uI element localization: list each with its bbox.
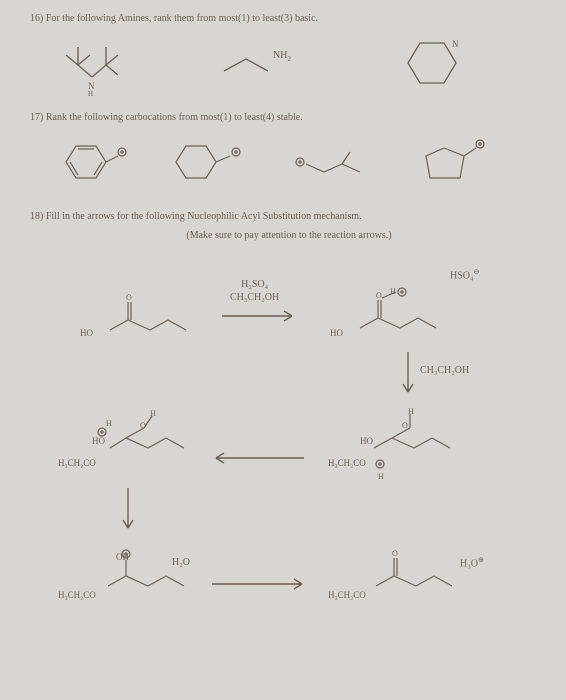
- svg-text:H: H: [390, 287, 396, 296]
- q18-mechanism: H₂SO₄ CH₃CH₂OH HSO₄⊖ O HO: [30, 250, 548, 670]
- q18-r3r-och2ch3: H₃CH₂CO: [328, 590, 366, 602]
- q18-r2r-ho: HO: [360, 436, 373, 448]
- svg-text:O: O: [376, 291, 382, 300]
- ch3ch2oh-side: CH₃CH₂OH: [420, 364, 469, 377]
- q18-arrow-down-1: [400, 350, 416, 400]
- q18-r1-right: H O: [330, 284, 460, 350]
- q17-prompt: 17) Rank the following carbocations from…: [30, 111, 548, 124]
- svg-text:O: O: [126, 293, 132, 302]
- q18-r3l-och2ch3: H₃CH₂CO: [58, 590, 96, 602]
- q18-arrow-down-2: [120, 486, 136, 536]
- q18-arrow-3: [210, 576, 310, 592]
- q18-r3l-oh: OH: [116, 552, 129, 564]
- svg-text:O: O: [392, 549, 398, 558]
- q18-arrow-1: [220, 308, 300, 324]
- q18-prompt: 18) Fill in the arrows for the following…: [30, 210, 548, 223]
- svg-text:H: H: [408, 407, 414, 416]
- svg-text:O: O: [140, 421, 146, 430]
- q18-r2l-och2ch3: H₃CH₂CO: [58, 458, 96, 470]
- q16-struct-3: N: [400, 35, 470, 95]
- hso4-label: HSO₄⊖: [450, 268, 479, 282]
- q17-struct-4: [420, 136, 490, 192]
- nh2-sub: 2: [287, 55, 291, 63]
- q18-h3o: H₃O⊕: [460, 556, 484, 570]
- worksheet-page: 16) For the following Amines, rank them …: [0, 0, 566, 700]
- q17-struct-3: [290, 140, 380, 190]
- q16-structures: N H NH2 N: [30, 31, 548, 111]
- q16-struct-2: [220, 45, 310, 85]
- q18-r1-left: O: [80, 290, 200, 350]
- q16-prompt: 16) For the following Amines, rank them …: [30, 12, 548, 25]
- q18-r1-ho: HO: [80, 328, 93, 340]
- h2so4-label: H₂SO₄: [230, 278, 279, 291]
- q17-structures: [30, 130, 548, 210]
- q17-struct-1: [60, 136, 130, 192]
- svg-text:H: H: [106, 419, 112, 428]
- q18-r2r-och2ch3b: H₃CH₂CO: [328, 458, 366, 470]
- h3o-text: H₃O: [460, 558, 478, 569]
- q18-arrow-2: [210, 450, 310, 466]
- q16-nh2-label: NH2: [273, 49, 291, 64]
- q18-h2o-1: H₂O: [172, 556, 190, 569]
- q17-struct-2: [170, 136, 250, 192]
- svg-text:O: O: [402, 421, 408, 430]
- q18-r3-right: O: [330, 546, 470, 616]
- q18-reagent1: H₂SO₄ CH₃CH₂OH: [230, 278, 279, 304]
- svg-text:H: H: [88, 90, 93, 98]
- hso4-text: HSO₄: [450, 270, 474, 281]
- q18-r2r-h: H: [378, 472, 384, 482]
- q18-r1r-ho: HO: [330, 328, 343, 340]
- svg-text:H: H: [150, 409, 156, 418]
- q16-struct-1: N H: [60, 37, 150, 97]
- q18-sub: (Make sure to pay attention to the react…: [30, 229, 548, 242]
- ch3ch2oh-label: CH₃CH₂OH: [230, 291, 279, 304]
- nh2-text: NH: [273, 50, 287, 61]
- svg-text:N: N: [452, 39, 459, 49]
- q18-r2l-ho: HO: [92, 436, 105, 448]
